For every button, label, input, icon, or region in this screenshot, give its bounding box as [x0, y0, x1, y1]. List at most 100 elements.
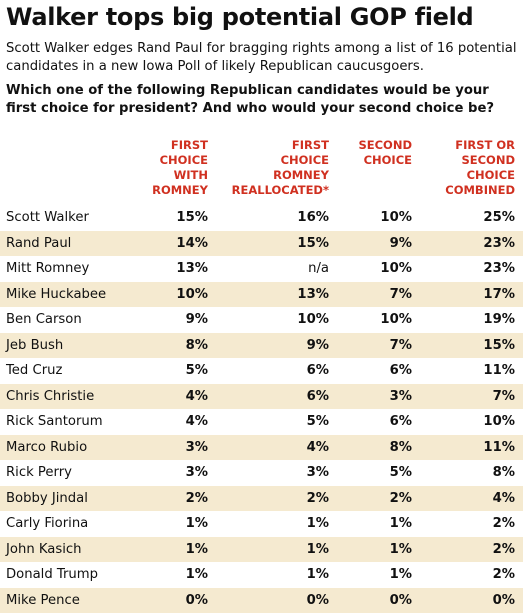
- value-cell: 16%: [297, 210, 329, 225]
- value-cell: 10%: [380, 261, 412, 276]
- candidate-name: Scott Walker: [6, 210, 89, 225]
- candidate-name: Chris Christie: [6, 388, 95, 404]
- candidate-name: Marco Rubio: [6, 439, 88, 455]
- value-cell: 6%: [306, 388, 329, 404]
- value-cell: 3%: [389, 388, 412, 404]
- table-row: Carly Fiorina 1% 1% 1% 2%: [0, 511, 523, 537]
- value-cell: 10%: [297, 312, 329, 327]
- value-cell: 17%: [483, 286, 515, 302]
- value-cell: 2%: [492, 516, 515, 531]
- value-cell: 1%: [389, 567, 412, 582]
- table-row: Rick Perry 3% 3% 5% 8%: [0, 460, 523, 486]
- candidate-name: Bobby Jindal: [6, 490, 88, 506]
- candidate-name: Rick Perry: [6, 465, 72, 480]
- candidate-name: Ben Carson: [6, 312, 82, 327]
- value-cell: 25%: [483, 210, 515, 225]
- value-cell: 23%: [483, 235, 515, 251]
- value-cell: 6%: [389, 414, 412, 429]
- value-cell: 2%: [389, 490, 412, 506]
- value-cell: 8%: [389, 439, 412, 455]
- value-cell: 2%: [492, 567, 515, 582]
- candidate-name: Ted Cruz: [6, 363, 63, 378]
- value-cell: 9%: [185, 312, 208, 327]
- value-cell: 1%: [389, 516, 412, 531]
- value-cell: 13%: [176, 261, 208, 276]
- value-cell: 4%: [306, 439, 329, 455]
- candidate-name: Rick Santorum: [6, 414, 103, 429]
- value-cell: 6%: [389, 363, 412, 378]
- value-cell: 3%: [185, 439, 208, 455]
- table-row: Jeb Bush 8% 9% 7% 15%: [0, 332, 523, 358]
- value-cell: 8%: [492, 465, 515, 480]
- value-cell: 10%: [483, 414, 515, 429]
- value-cell: 10%: [380, 312, 412, 327]
- table-row: Chris Christie 4% 6% 3% 7%: [0, 383, 523, 409]
- value-cell: 7%: [389, 286, 412, 302]
- candidate-name: Jeb Bush: [6, 337, 64, 353]
- value-cell: 15%: [297, 235, 329, 251]
- value-cell: 13%: [297, 286, 329, 302]
- value-cell: 15%: [483, 337, 515, 353]
- table-row: Bobby Jindal 2% 2% 2% 4%: [0, 485, 523, 511]
- column-header-first-or-second-combined: FIRST OR SECOND CHOICE COMBINED: [445, 138, 515, 197]
- value-cell: 5%: [185, 363, 208, 378]
- value-cell: 3%: [306, 465, 329, 480]
- table-row: Rick Santorum 4% 5% 6% 10%: [0, 409, 523, 435]
- value-cell: 15%: [176, 210, 208, 225]
- value-cell: 5%: [389, 465, 412, 480]
- value-cell: 8%: [185, 337, 208, 353]
- value-cell: n/a: [308, 261, 329, 276]
- value-cell: 0%: [185, 592, 208, 608]
- value-cell: 2%: [185, 490, 208, 506]
- table-row: Donald Trump 1% 1% 1% 2%: [0, 562, 523, 588]
- value-cell: 0%: [389, 592, 412, 608]
- value-cell: 11%: [483, 363, 515, 378]
- value-cell: 5%: [306, 414, 329, 429]
- candidate-name: Mike Huckabee: [6, 286, 107, 302]
- value-cell: 7%: [492, 388, 515, 404]
- value-cell: 2%: [492, 541, 515, 557]
- value-cell: 7%: [389, 337, 412, 353]
- value-cell: 9%: [389, 235, 412, 251]
- candidate-name: Rand Paul: [6, 235, 72, 251]
- value-cell: 19%: [483, 312, 515, 327]
- column-header-first-choice-with-romney: FIRST CHOICE WITH ROMNEY: [152, 138, 208, 197]
- value-cell: 1%: [185, 567, 208, 582]
- subtitle: Scott Walker edges Rand Paul for braggin…: [6, 41, 517, 74]
- poll-question: Which one of the following Republican ca…: [6, 83, 495, 116]
- column-header-first-choice-romney-reallocated: FIRST CHOICE ROMNEY REALLOCATED*: [231, 138, 329, 197]
- value-cell: 1%: [306, 567, 329, 582]
- candidate-name: John Kasich: [6, 541, 82, 557]
- table-row: Mike Huckabee 10% 13% 7% 17%: [0, 281, 523, 307]
- value-cell: 3%: [185, 465, 208, 480]
- value-cell: 1%: [306, 541, 329, 557]
- table-row: Marco Rubio 3% 4% 8% 11%: [0, 434, 523, 460]
- candidate-name: Mike Pence: [6, 592, 80, 608]
- table-row: Ted Cruz 5% 6% 6% 11%: [0, 358, 523, 384]
- table-row: Ben Carson 9% 10% 10% 19%: [0, 307, 523, 333]
- results-table: Scott Walker 15% 16% 10% 25% Rand Paul 14% 15% 9…: [0, 205, 523, 613]
- value-cell: 1%: [389, 541, 412, 557]
- value-cell: 1%: [185, 516, 208, 531]
- table-row: Mike Pence 0% 0% 0% 0%: [0, 587, 523, 613]
- value-cell: 14%: [176, 235, 208, 251]
- column-header-second-choice: SECOND CHOICE: [358, 138, 412, 167]
- value-cell: 23%: [483, 261, 515, 276]
- value-cell: 1%: [306, 516, 329, 531]
- table-row: John Kasich 1% 1% 1% 2%: [0, 536, 523, 562]
- value-cell: 4%: [185, 414, 208, 429]
- page-title: Walker tops big potential GOP field: [6, 3, 474, 31]
- value-cell: 1%: [185, 541, 208, 557]
- table-row: Mitt Romney 13% n/a 10% 23%: [0, 256, 523, 282]
- value-cell: 10%: [380, 210, 412, 225]
- table-row: Rand Paul 14% 15% 9% 23%: [0, 230, 523, 256]
- value-cell: 4%: [492, 490, 515, 506]
- value-cell: 2%: [306, 490, 329, 506]
- candidate-name: Donald Trump: [6, 567, 99, 582]
- value-cell: 4%: [185, 388, 208, 404]
- candidate-name: Carly Fiorina: [6, 516, 89, 531]
- value-cell: 0%: [306, 592, 329, 608]
- value-cell: 0%: [492, 592, 515, 608]
- value-cell: 11%: [483, 439, 515, 455]
